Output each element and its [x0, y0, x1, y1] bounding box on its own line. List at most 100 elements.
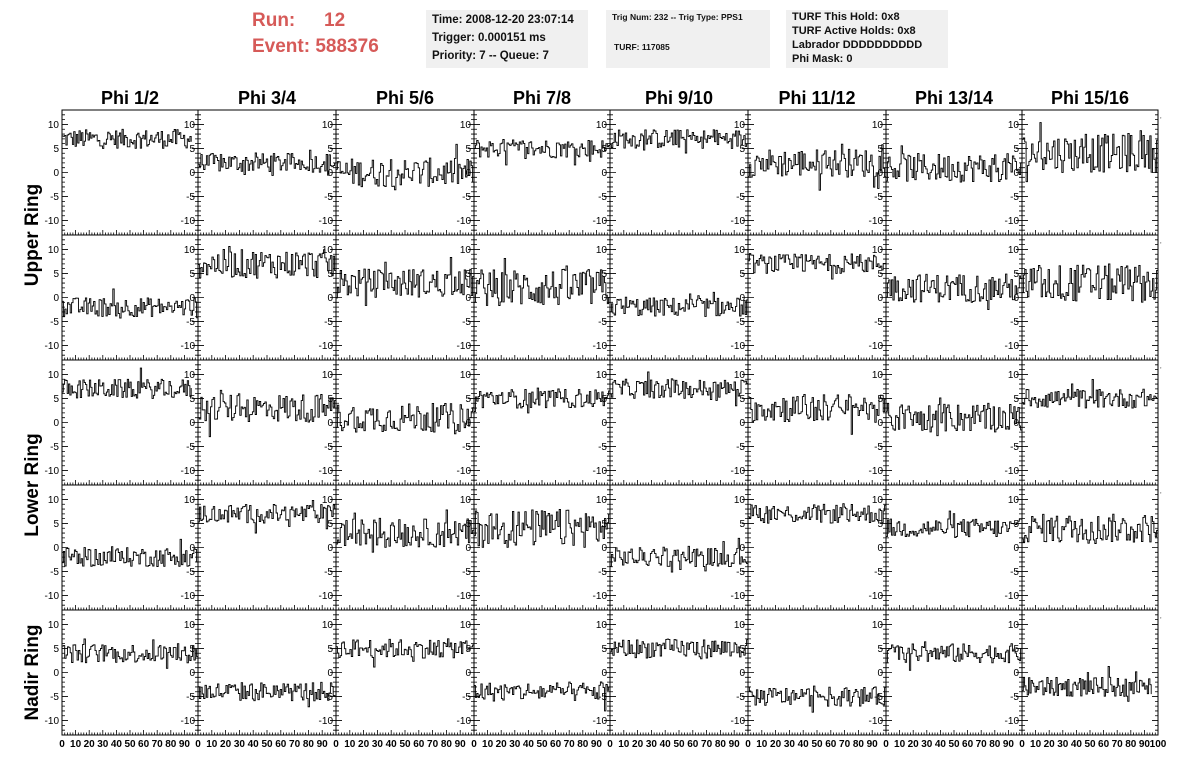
y-tick-label: 0: [465, 668, 471, 679]
run-event-box: Run: 12 Event: 588376: [252, 8, 379, 60]
y-tick-label: 5: [465, 144, 471, 155]
phi-mask-line: Phi Mask: 0: [792, 53, 853, 65]
panel-frame: [473, 234, 611, 361]
y-tick-label: -10: [731, 716, 746, 727]
x-tick-label: 30: [921, 739, 933, 750]
y-tick-label: 0: [877, 168, 883, 179]
panel-ticks: [747, 114, 887, 235]
y-tick-label: -10: [181, 591, 196, 602]
y-tick-label: 0: [601, 168, 607, 179]
y-tick-label: 0: [465, 293, 471, 304]
y-tick-label: 0: [739, 168, 745, 179]
x-tick-label: 80: [1125, 739, 1137, 750]
edge-mark: ,: [1160, 239, 1162, 245]
y-tick-label: 5: [739, 269, 745, 280]
x-tick-label: 80: [853, 739, 865, 750]
waveform-trace: [474, 257, 611, 306]
column-title: Phi 5/6: [376, 88, 434, 108]
panel-frame: [197, 484, 337, 611]
y-tick-label: -10: [731, 216, 746, 227]
y-tick-label: 10: [184, 370, 196, 381]
panel-frame: [473, 484, 611, 611]
x-tick-label: 90: [317, 739, 329, 750]
x-tick-label: 10: [756, 739, 768, 750]
x-tick-label: 70: [976, 739, 988, 750]
y-tick-label: 10: [184, 620, 196, 631]
y-tick-label: 10: [322, 495, 334, 506]
y-tick-label: 5: [1013, 519, 1019, 530]
y-tick-label: 0: [1013, 418, 1019, 429]
y-tick-label: 5: [53, 519, 59, 530]
x-tick-label: 30: [372, 739, 384, 750]
y-tick-label: 10: [460, 370, 472, 381]
x-tick-label: 90: [867, 739, 879, 750]
x-tick-label: 80: [441, 739, 453, 750]
y-tick-label: 5: [601, 519, 607, 530]
x-tick-label: 40: [660, 739, 672, 750]
panel-ticks: [1021, 114, 1159, 235]
y-tick-label: 10: [48, 370, 60, 381]
waveform-trace: [474, 509, 611, 548]
y-tick-label: -5: [324, 442, 333, 453]
y-tick-label: 10: [322, 245, 334, 256]
y-tick-label: -10: [319, 591, 334, 602]
panel-frame: [885, 484, 1023, 611]
y-tick-label: 10: [872, 495, 884, 506]
waveform-trace: [336, 257, 475, 306]
y-tick-label: -5: [324, 317, 333, 328]
y-tick-label: 0: [189, 668, 195, 679]
panel-ticks: [473, 239, 611, 360]
waveform-trace: [610, 291, 749, 317]
x-tick-label: 0: [883, 739, 889, 750]
y-tick-label: 5: [327, 394, 333, 405]
y-tick-label: 0: [601, 418, 607, 429]
y-tick-label: 10: [184, 245, 196, 256]
y-tick-label: -5: [462, 692, 471, 703]
y-tick-label: 5: [327, 519, 333, 530]
y-tick-label: 5: [601, 394, 607, 405]
x-tick-label: 50: [399, 739, 411, 750]
x-tick-label: 0: [607, 739, 613, 750]
panel-frame: [335, 484, 475, 611]
y-tick-label: -10: [45, 216, 60, 227]
y-tick-label: -10: [319, 716, 334, 727]
y-tick-label: 10: [1008, 620, 1020, 631]
y-tick-label: 0: [739, 293, 745, 304]
y-tick-label: 5: [53, 644, 59, 655]
y-tick-label: 0: [1013, 668, 1019, 679]
y-tick-label: 5: [465, 394, 471, 405]
y-tick-label: -5: [874, 567, 883, 578]
waveform-trace: [474, 139, 611, 166]
y-tick-label: 0: [877, 293, 883, 304]
waveform-trace: [62, 538, 199, 567]
y-tick-label: 10: [1008, 245, 1020, 256]
y-tick-label: 5: [1013, 394, 1019, 405]
y-tick-label: 10: [596, 620, 608, 631]
y-tick-label: 10: [184, 495, 196, 506]
y-tick-label: 10: [48, 495, 60, 506]
panel-ticks: [61, 239, 199, 360]
event-header: Run: 12 Event: 588376 Time: 2008-12-20 23…: [0, 0, 1196, 80]
waveform-trace: [336, 509, 474, 553]
y-tick-label: 10: [48, 620, 60, 631]
y-tick-label: 5: [601, 269, 607, 280]
panel-ticks: [609, 614, 749, 735]
x-tick-label: 50: [536, 739, 548, 750]
x-tick-label: 30: [509, 739, 521, 750]
x-tick-label: 60: [550, 739, 562, 750]
y-tick-label: 0: [877, 418, 883, 429]
trigger-info-box: Time: 2008-12-20 23:07:14 Trigger: 0.000…: [426, 10, 588, 68]
y-tick-label: 5: [327, 644, 333, 655]
y-tick-label: -10: [869, 466, 884, 477]
panel-frame: [197, 359, 337, 486]
y-tick-label: 5: [465, 269, 471, 280]
y-tick-label: -10: [457, 216, 472, 227]
y-tick-label: 0: [739, 543, 745, 554]
x-tick-label: 90: [1139, 739, 1151, 750]
y-tick-label: 0: [53, 293, 59, 304]
x-tick-label: 30: [784, 739, 796, 750]
y-tick-label: -5: [598, 317, 607, 328]
waveform-trace: [610, 638, 749, 660]
x-tick-label: 0: [59, 739, 65, 750]
